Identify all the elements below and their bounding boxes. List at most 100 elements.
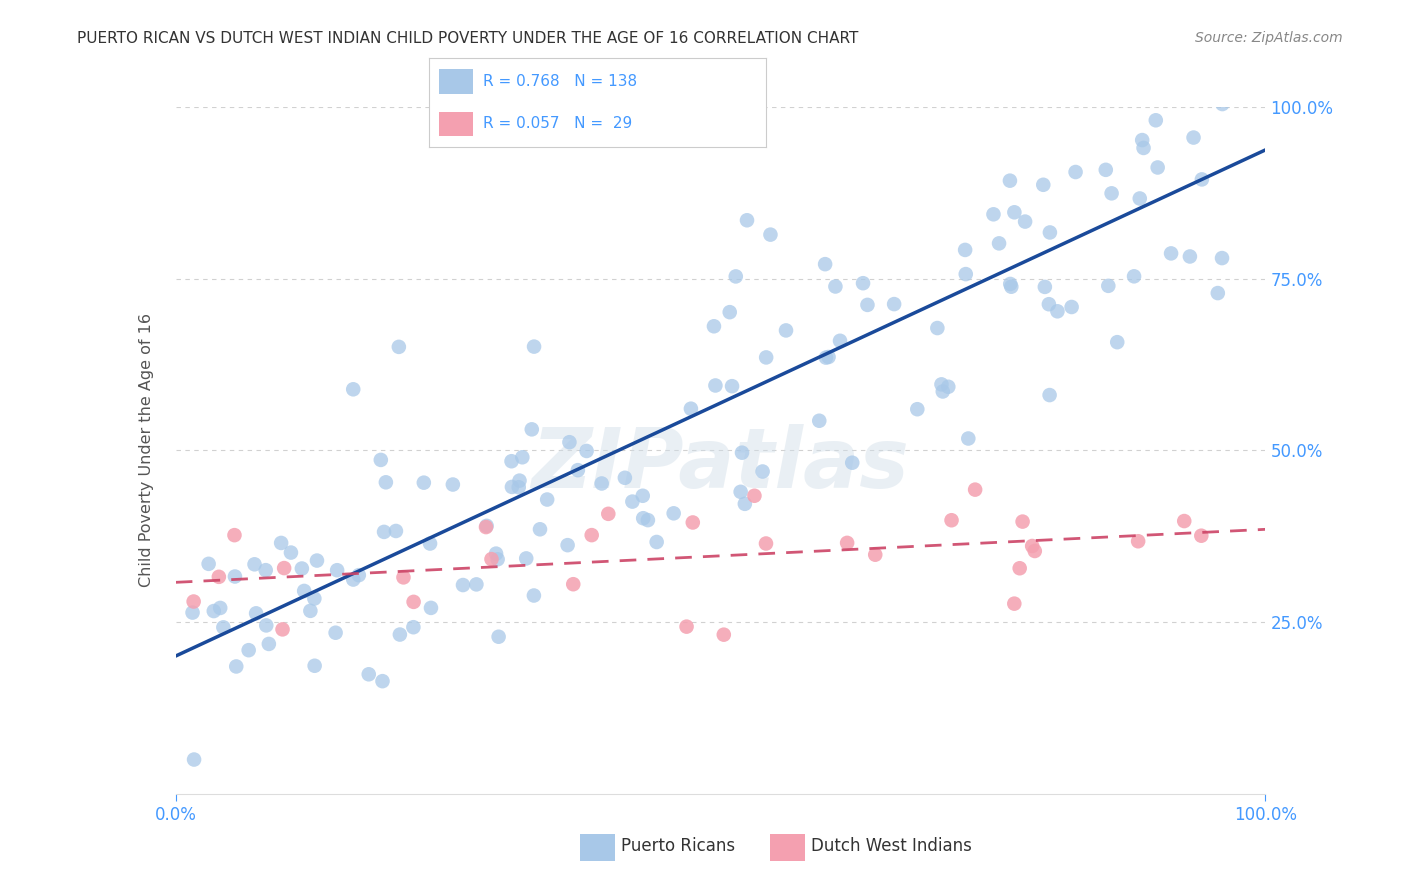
Point bbox=[523, 340, 546, 354]
Point bbox=[1211, 97, 1233, 112]
Point bbox=[998, 174, 1021, 188]
Point bbox=[731, 446, 754, 460]
Point bbox=[481, 552, 503, 566]
Point bbox=[1097, 278, 1119, 293]
Point bbox=[591, 476, 613, 491]
Point bbox=[1189, 529, 1212, 543]
Point bbox=[388, 627, 411, 641]
Point bbox=[936, 380, 959, 394]
Point bbox=[1132, 141, 1154, 155]
Point bbox=[271, 623, 294, 637]
Point bbox=[1064, 165, 1087, 179]
Point bbox=[1039, 226, 1062, 240]
Point bbox=[451, 578, 474, 592]
Point bbox=[730, 484, 752, 499]
Point bbox=[721, 379, 744, 393]
Point bbox=[724, 269, 747, 284]
Point bbox=[1024, 544, 1046, 558]
Point bbox=[957, 432, 980, 446]
Point bbox=[299, 604, 322, 618]
Point bbox=[508, 474, 530, 488]
Point bbox=[243, 558, 266, 572]
Point bbox=[412, 475, 434, 490]
Point bbox=[675, 620, 697, 634]
Point bbox=[759, 227, 782, 242]
FancyBboxPatch shape bbox=[439, 69, 472, 94]
Point bbox=[1188, 87, 1211, 101]
Point bbox=[291, 561, 314, 575]
Point bbox=[515, 551, 537, 566]
Point bbox=[837, 536, 859, 550]
Point bbox=[1008, 561, 1031, 575]
Text: PUERTO RICAN VS DUTCH WEST INDIAN CHILD POVERTY UNDER THE AGE OF 16 CORRELATION : PUERTO RICAN VS DUTCH WEST INDIAN CHILD … bbox=[77, 31, 859, 46]
Point bbox=[202, 604, 225, 618]
Point bbox=[645, 535, 668, 549]
Point bbox=[983, 207, 1005, 221]
Text: Puerto Ricans: Puerto Ricans bbox=[621, 838, 735, 855]
Point bbox=[1038, 297, 1060, 311]
Point bbox=[679, 401, 702, 416]
Point bbox=[342, 573, 364, 587]
Point bbox=[357, 667, 380, 681]
Point bbox=[181, 606, 204, 620]
Point bbox=[1129, 192, 1152, 206]
Point bbox=[475, 519, 498, 533]
Point bbox=[1144, 113, 1167, 128]
Point bbox=[1123, 269, 1146, 284]
Point bbox=[1011, 515, 1033, 529]
Point bbox=[224, 569, 246, 583]
Text: Source: ZipAtlas.com: Source: ZipAtlas.com bbox=[1195, 31, 1343, 45]
Point bbox=[744, 489, 766, 503]
Point bbox=[485, 547, 508, 561]
Point bbox=[183, 753, 205, 767]
Point bbox=[1021, 539, 1043, 553]
Point bbox=[581, 528, 603, 542]
Point bbox=[841, 456, 863, 470]
Point bbox=[1000, 277, 1022, 291]
Point bbox=[374, 475, 396, 490]
Point bbox=[347, 568, 370, 582]
Point bbox=[775, 323, 797, 337]
Point bbox=[529, 522, 551, 536]
Point bbox=[734, 497, 756, 511]
Point bbox=[488, 630, 510, 644]
Point bbox=[814, 351, 837, 365]
Point bbox=[420, 600, 443, 615]
Point bbox=[713, 628, 735, 642]
Point bbox=[1014, 214, 1036, 228]
Point bbox=[828, 334, 851, 348]
Point bbox=[1160, 246, 1182, 260]
Point bbox=[486, 552, 509, 566]
Point bbox=[817, 350, 839, 364]
Point bbox=[704, 378, 727, 392]
Point bbox=[755, 351, 778, 365]
Point bbox=[988, 236, 1011, 251]
Point bbox=[392, 570, 415, 584]
Point bbox=[371, 674, 394, 689]
Point bbox=[402, 620, 425, 634]
Point bbox=[613, 471, 636, 485]
Text: R = 0.057   N =  29: R = 0.057 N = 29 bbox=[482, 117, 633, 131]
Point bbox=[1032, 178, 1054, 192]
FancyBboxPatch shape bbox=[770, 834, 804, 861]
Point bbox=[225, 659, 247, 673]
Point bbox=[475, 520, 498, 534]
Point bbox=[270, 536, 292, 550]
Point bbox=[905, 402, 928, 417]
Point bbox=[419, 536, 441, 550]
Point bbox=[824, 279, 846, 293]
Point bbox=[1060, 300, 1083, 314]
Point bbox=[1039, 388, 1062, 402]
Point bbox=[512, 450, 534, 465]
Point bbox=[304, 658, 326, 673]
Point bbox=[370, 453, 392, 467]
Point bbox=[523, 589, 546, 603]
Point bbox=[373, 524, 395, 539]
Point bbox=[273, 561, 295, 575]
Point bbox=[536, 492, 558, 507]
Point bbox=[1101, 186, 1123, 201]
Point bbox=[932, 384, 955, 399]
Point bbox=[342, 382, 364, 396]
Point bbox=[224, 528, 246, 542]
Point bbox=[520, 422, 543, 436]
